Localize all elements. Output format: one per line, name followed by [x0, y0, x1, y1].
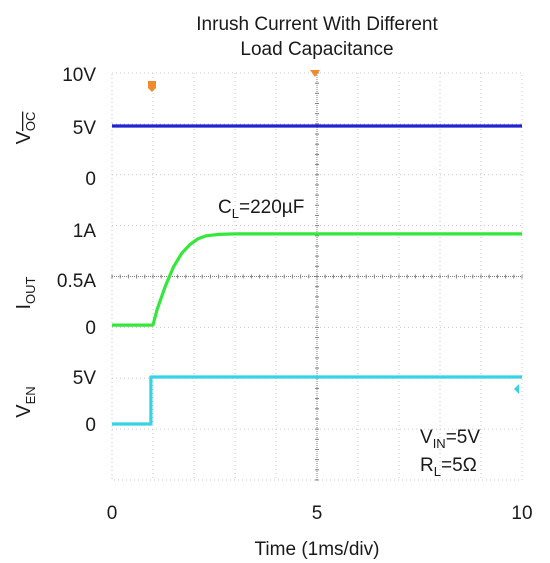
y-axis-label: VEN	[13, 386, 38, 417]
y-axis-label-sub: OC	[23, 112, 38, 132]
trigger-position-icon	[148, 81, 156, 92]
series-trace	[112, 232, 522, 327]
channel-level-icon	[514, 384, 519, 394]
trigger-marker-icon	[310, 70, 320, 77]
y-axis-label-sub: EN	[23, 386, 38, 404]
annotation-label: RL=5Ω	[420, 455, 477, 479]
y-axis-label-main: V	[13, 404, 35, 418]
y-axis-label: IOUT	[13, 276, 38, 309]
y-tick-label: 1A	[73, 221, 97, 242]
series-traces	[112, 124, 522, 426]
x-axis-label: Time (1ms/div)	[255, 539, 380, 560]
annotations: CL=220µF VIN=5V RL=5Ω	[218, 197, 480, 479]
y-axis-label-main: I	[13, 304, 35, 310]
y-axis-label-main: V	[13, 130, 35, 144]
y-tick-label: 0	[85, 415, 96, 436]
chart-title-line-2: Load Capacitance	[240, 39, 393, 60]
y-tick-label: 0	[85, 169, 96, 190]
tick-labels: 10V 5V 0 1A 0.5A 0 5V 0 0 5 10	[57, 65, 533, 524]
x-tick-label: 0	[107, 503, 118, 524]
y-axis-label-sub: OUT	[23, 276, 38, 304]
chart-title-line-1: Inrush Current With Different	[196, 14, 438, 35]
annotation-label: VIN=5V	[420, 427, 480, 451]
trigger-markers	[148, 70, 519, 394]
annotation-label: CL=220µF	[218, 197, 304, 221]
plot-grid	[111, 72, 523, 481]
y-tick-label: 0	[85, 318, 96, 339]
x-tick-label: 10	[511, 503, 532, 524]
y-tick-label: 5V	[73, 118, 97, 139]
y-tick-label: 10V	[62, 65, 96, 86]
series-trace	[112, 375, 522, 426]
y-tick-label: 0.5A	[57, 271, 96, 292]
y-tick-label: 5V	[73, 368, 97, 389]
x-tick-label: 5	[312, 503, 323, 524]
y-axis-label: VOC	[13, 112, 38, 145]
